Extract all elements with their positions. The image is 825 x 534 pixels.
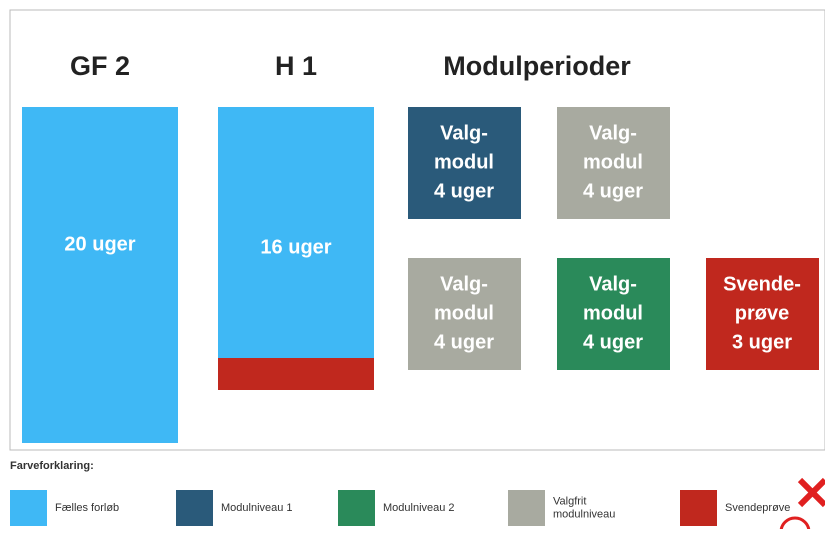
h1-bar <box>218 107 374 358</box>
legend-swatch <box>10 490 47 526</box>
module-text: 4 uger <box>434 331 494 353</box>
legend-label: Modulniveau 2 <box>383 502 455 514</box>
heading: H 1 <box>275 51 317 81</box>
module-text: modul <box>434 151 494 173</box>
bar-label: 16 uger <box>260 236 331 258</box>
h1-exam <box>218 358 374 390</box>
module-text: modul <box>583 151 643 173</box>
legend-title: Farveforklaring: <box>10 460 94 472</box>
module-box <box>706 258 819 370</box>
module-box <box>557 107 670 219</box>
legend-swatch <box>508 490 545 526</box>
legend-swatch <box>680 490 717 526</box>
legend-label: Svendeprøve <box>725 502 790 514</box>
module-text: Valg- <box>589 122 637 144</box>
legend-label: modulniveau <box>553 508 615 520</box>
module-text: 4 uger <box>583 180 643 202</box>
legend-label: Modulniveau 1 <box>221 502 293 514</box>
module-text: Valg- <box>440 273 488 295</box>
module-text: modul <box>583 302 643 324</box>
legend-label: Valgfrit <box>553 495 586 507</box>
module-box <box>557 258 670 370</box>
heading: GF 2 <box>70 51 130 81</box>
module-text: 3 uger <box>732 331 792 353</box>
module-text: Valg- <box>589 273 637 295</box>
module-text: Valg- <box>440 122 488 144</box>
legend-label: Fælles forløb <box>55 502 119 514</box>
gf2-bar <box>22 107 178 443</box>
module-box <box>408 258 521 370</box>
bar-label: 20 uger <box>64 233 135 255</box>
module-text: Svende- <box>723 273 801 295</box>
legend-swatch <box>338 490 375 526</box>
module-box <box>408 107 521 219</box>
module-text: 4 uger <box>434 180 494 202</box>
legend-swatch <box>176 490 213 526</box>
heading: Modulperioder <box>443 51 631 81</box>
module-text: modul <box>434 302 494 324</box>
module-text: 4 uger <box>583 331 643 353</box>
module-text: prøve <box>735 302 789 324</box>
